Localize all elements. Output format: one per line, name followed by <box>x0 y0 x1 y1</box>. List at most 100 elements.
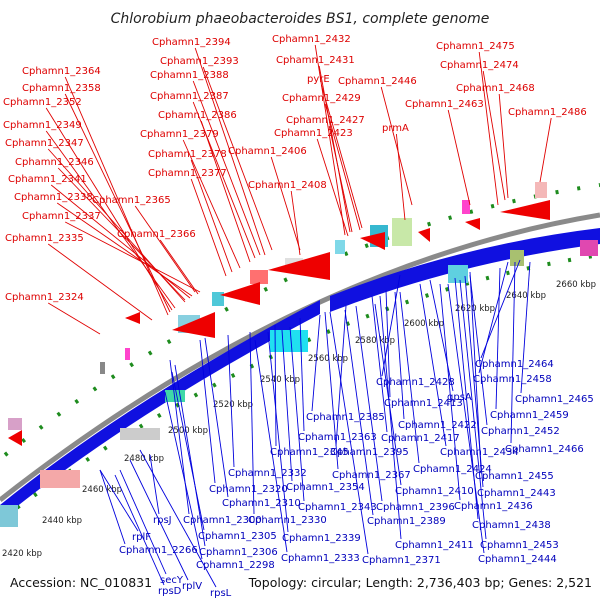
map-title: Chlorobium phaeobacteroides BS1, complet… <box>111 11 490 27</box>
label-leader-line <box>482 70 506 201</box>
reverse-gene-label: Cphamn1_2385 <box>306 412 385 423</box>
tick-label: 2440 kbp <box>42 516 82 526</box>
forward-gene-label: Cphamn1_2388 <box>150 70 229 81</box>
feature-block <box>100 362 105 374</box>
label-leader-line <box>57 167 186 301</box>
forward-gene-label: Cphamn1_2446 <box>338 76 417 87</box>
reverse-gene-label: rpsJ <box>153 515 172 526</box>
tick-label: 2660 kbp <box>556 280 596 290</box>
forward-gene-label: Cphamn1_2432 <box>272 34 351 45</box>
label-leader-line <box>429 279 454 392</box>
feature-block <box>8 418 22 430</box>
reverse-gene-label: Cphamn1_2395 <box>330 447 409 458</box>
forward-gene-label: Cphamn1_2486 <box>508 107 587 118</box>
forward-gene-label: Cphamn1_2324 <box>5 292 84 303</box>
forward-gene-label: Cphamn1_2365 <box>92 195 171 206</box>
label-leader-line <box>169 359 190 515</box>
accession-text: Accession: NC_010831 <box>10 575 152 590</box>
reverse-gene-label: rplV <box>182 581 202 592</box>
label-leader-line <box>447 109 471 206</box>
forward-gene-label: Cphamn1_2406 <box>228 146 307 157</box>
label-leader-line <box>204 337 229 498</box>
reverse-gene-label: Cphamn1_2417 <box>381 433 460 444</box>
reverse-gene-label: Cphamn1_2310 <box>222 498 301 509</box>
label-leader-line <box>64 93 171 313</box>
reverse-gene-label: Cphamn1_2343 <box>298 502 377 513</box>
label-leader-line <box>459 279 487 540</box>
reverse-gene-label: Cphamn1_2367 <box>332 470 411 481</box>
reverse-gene-label: Cphamn1_2371 <box>362 555 441 566</box>
reverse-gene-label: Cphamn1_2444 <box>478 554 557 565</box>
feature-arrow <box>0 300 320 520</box>
label-leader-line <box>324 103 361 231</box>
feature-block <box>120 428 160 440</box>
forward-labels: Cphamn1_2394 Cphamn1_2432 Cphamn1_2475 Cpha… <box>3 34 587 335</box>
reverse-gene-label: Cphamn1_2354 <box>286 482 365 493</box>
forward-gene-label: prmA <box>382 123 409 134</box>
feature-arrow <box>172 312 215 338</box>
label-leader-line <box>355 305 383 502</box>
reverse-gene-label: Cphamn1_2411 <box>395 540 474 551</box>
forward-gene-label: Cphamn1_2423 <box>274 128 353 139</box>
reverse-gene-label: Cphamn1_2410 <box>395 486 474 497</box>
forward-gene-label: Cphamn1_2468 <box>456 83 535 94</box>
label-leader-line <box>344 309 374 516</box>
reverse-gene-label: Cphamn1_2428 <box>376 377 455 388</box>
label-leader-line <box>45 130 176 309</box>
label-leader-line <box>335 305 347 447</box>
reverse-gene-label: Cphamn1_2424 <box>413 464 492 475</box>
reverse-gene-label: Cphamn1_2306 <box>199 547 278 558</box>
feature-arrow <box>418 228 430 242</box>
forward-gene-label: Cphamn1_2377 <box>148 168 227 179</box>
tick-label: 2600 kbp <box>404 319 444 329</box>
label-leader-line <box>281 329 293 482</box>
feature-block <box>510 250 524 266</box>
genome-plot <box>0 182 600 527</box>
reverse-gene-label: rpsL <box>210 588 232 599</box>
label-leader-line <box>478 261 509 374</box>
label-leader-line <box>114 474 165 586</box>
forward-gene-label: Cphamn1_2379 <box>140 129 219 140</box>
label-leader-line <box>45 107 173 311</box>
label-leader-line <box>249 331 255 515</box>
forward-gene-label: Cphamn1_2394 <box>152 37 231 48</box>
label-leader-line <box>394 291 405 420</box>
label-leader-line <box>159 239 199 295</box>
forward-gene-label: Cphamn1_2431 <box>276 55 355 66</box>
label-leader-line <box>447 283 485 554</box>
forward-gene-label: Cphamn1_2475 <box>436 41 515 52</box>
label-leader-line <box>419 283 447 447</box>
label-leader-line <box>267 331 289 533</box>
label-leader-line <box>190 178 227 277</box>
gc-dots-outer <box>3 183 600 457</box>
reverse-gene-label: Cphamn1_2459 <box>490 410 569 421</box>
reverse-gene-label: Cphamn1_2434 <box>440 447 519 458</box>
label-leader-line <box>328 125 353 233</box>
forward-gene-label: Cphamn1_2378 <box>148 149 227 160</box>
reverse-gene-label: Cphamn1_2345 <box>270 447 349 458</box>
feature-arrow <box>500 200 550 220</box>
feature-arrow <box>125 312 140 324</box>
forward-gene-label: Cphamn1_2386 <box>158 110 237 121</box>
forward-gene-label: Cphamn1_2346 <box>15 157 94 168</box>
reverse-gene-label: Cphamn1_2422 <box>398 420 477 431</box>
label-leader-line <box>202 66 273 251</box>
label-leader-line <box>495 267 501 410</box>
label-leader-line <box>498 93 509 199</box>
forward-features <box>8 182 550 446</box>
label-leader-line <box>139 449 217 588</box>
feature-block <box>580 240 598 256</box>
label-leader-line <box>182 139 241 269</box>
label-leader-line <box>99 469 139 532</box>
label-leader-line <box>190 159 233 273</box>
label-leader-line <box>47 243 153 321</box>
label-leader-line <box>289 326 305 502</box>
feature-block <box>212 292 224 306</box>
forward-gene-label: Cphamn1_2393 <box>160 56 239 67</box>
label-leader-line <box>129 459 189 581</box>
reverse-gene-label: Cphamn1_2320 <box>209 484 288 495</box>
label-leader-line <box>464 275 484 488</box>
forward-gene-label: Cphamn1_2338 <box>14 192 93 203</box>
feature-arrow <box>220 282 260 305</box>
reverse-gene-label: Cphamn1_2464 <box>475 359 554 370</box>
